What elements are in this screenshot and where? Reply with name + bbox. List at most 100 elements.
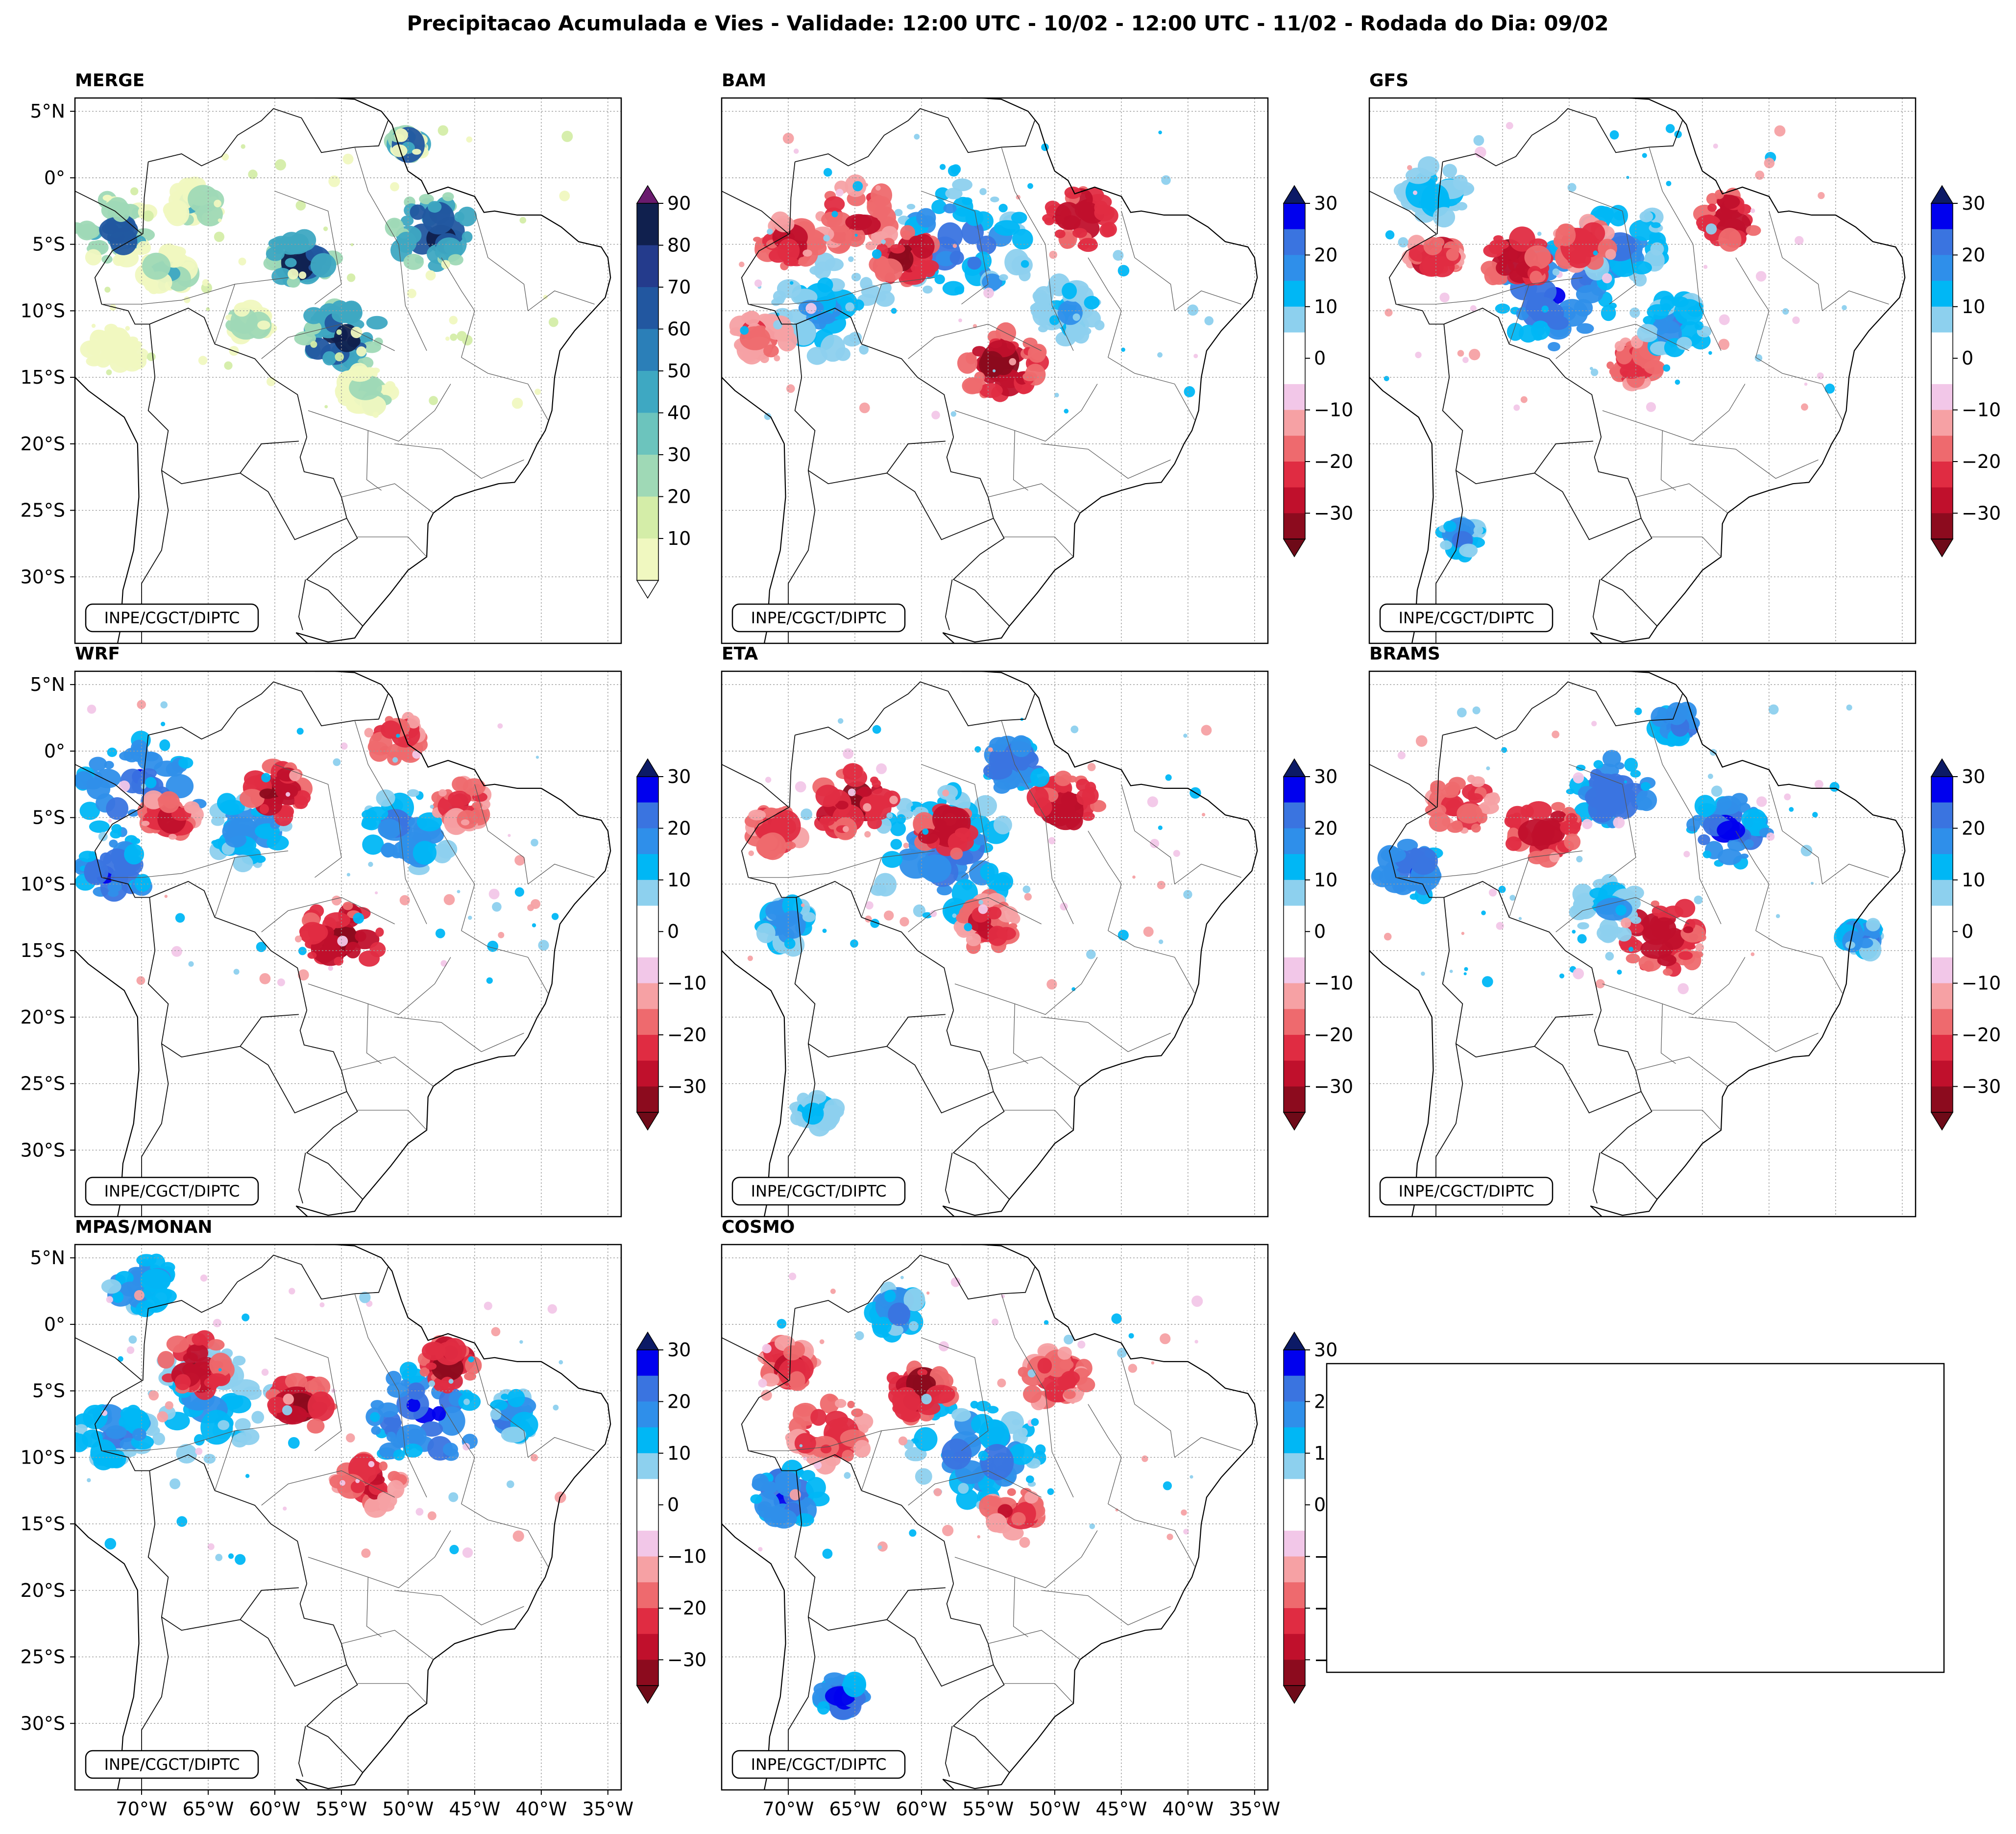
colorbar-segment [637,1427,658,1454]
colorbar-segment [1284,854,1305,880]
colorbar-tick-label: 50 [667,360,691,382]
colorbar-segment [1284,931,1305,958]
map-area [722,1245,1268,1790]
colorbar-extend-high [636,1331,659,1350]
lat-tick-label: 30°S [21,566,65,587]
colorbar-segment [1284,1608,1305,1635]
colorbar-segment [1284,332,1305,359]
colorbar-tick-label: 20 [667,817,691,839]
colorbar-segment [1284,828,1305,855]
state-borders [1396,720,1889,1130]
colorbar: 30 20 10 0 −10 −20 −30 [636,758,706,1131]
colorbar-tick-label: −30 [667,1649,706,1670]
colorbar-segment [637,413,658,455]
lat-tick-label: 5°N [30,674,65,695]
credit-text: INPE/CGCT/DIPTC [104,1755,240,1774]
colorbar-extend-high [636,758,659,777]
colorbar-tick-label: 20 [667,486,691,508]
colorbar-extend-low [636,1685,659,1704]
map-background [75,1245,621,1790]
colorbar-tick-label: 0 [1314,1494,1326,1516]
colorbar-segment [1284,1505,1305,1531]
map-frame [721,1244,1269,1791]
colorbar-segment [1931,306,1953,333]
colorbar-tick-label: 20 [1962,817,1985,839]
colorbar: 30 20 10 0 −10 −20 −30 [1930,758,2001,1131]
lat-tick-label: 5°N [30,1247,65,1269]
lat-tick-label: 30°S [21,1139,65,1161]
colorbar-segment [637,1350,658,1376]
colorbar-tick-label: −20 [1314,451,1353,472]
colorbar-tick-label: 30 [1314,766,1337,787]
coastline [75,98,611,643]
colorbar-tick-label: 20 [1962,244,1985,266]
colorbar-segment [1931,513,1953,539]
lon-tick-label: 40°W [515,1798,567,1820]
lon-tick-label: 35°W [1229,1798,1280,1820]
state-borders [1396,147,1889,557]
colorbar-segment [637,1453,658,1480]
country-borders [1369,681,1683,1217]
colorbar-segment [637,1608,658,1635]
colorbar-segment [1284,1582,1305,1609]
colorbar: 30 20 10 0 −10 −20 −30 [636,1331,706,1704]
colorbar-segment [637,1634,658,1660]
credit-box: INPE/CGCT/DIPTC [85,603,259,633]
country-borders [75,681,389,1217]
colorbar-segment [1284,436,1305,462]
credit-text: INPE/CGCT/DIPTC [104,1182,240,1200]
lon-tick-label: 70°W [763,1798,814,1820]
colorbar-segment [637,371,658,414]
panel-gfs: GFS INPE/CGCT/DIPTC 30 20 10 0 −10 −20 −30 [1368,71,2001,644]
colorbar-tick-label: 0 [667,921,679,942]
colorbar-segment [1284,880,1305,906]
map-frame [74,97,622,644]
credit-box: INPE/CGCT/DIPTC [1379,1176,1554,1206]
colorbar-segment [1284,513,1305,539]
colorbar-segment [1931,828,1953,855]
colorbar-segment [637,455,658,497]
country-borders [75,1254,389,1790]
colorbar-segment [1284,1060,1305,1087]
lon-tick-label: 35°W [582,1798,633,1820]
colorbar-tick-label: 0 [1314,921,1326,942]
coastline [722,1245,1258,1790]
lon-tick-label: 60°W [896,1798,947,1820]
colorbar-extend-low [1283,538,1306,558]
map-frame [1368,97,1917,644]
colorbar-segment [1284,905,1305,932]
colorbar-segment [1284,306,1305,333]
colorbar: 30 20 10 0 −10 −20 −30 [1283,185,1353,558]
map-frame [74,1244,622,1791]
colorbar-segment [637,329,658,371]
panel-label: BAM [722,71,766,91]
colorbar-segment [637,931,658,958]
credit-box: INPE/CGCT/DIPTC [731,1750,906,1779]
colorbar-segment [1931,880,1953,906]
colorbar-tick-label: 70 [667,276,691,298]
lon-tick-label: 50°W [1029,1798,1080,1820]
colorbar-extend-low [1283,1685,1306,1704]
lat-tick-label: 10°S [21,300,65,321]
lon-tick-label: 40°W [1162,1798,1214,1820]
state-borders [748,720,1241,1130]
lat-labels: 5°N 0° 5°S 10°S 15°S 20°S 25°S 30°S [21,674,75,1161]
colorbar-segment [637,496,658,539]
colorbar-segment [1931,487,1953,514]
lat-tick-label: 5°N [30,100,65,122]
panel-wrf: WRF INPE/CGCT/DIPTC 5°N 0° 5°S 10°S 15°S 20°S 25… [21,644,706,1218]
colorbar-tick-label: 40 [667,402,691,424]
colorbar-tick-label: 10 [667,869,691,891]
colorbar-segment [1931,332,1953,359]
colorbar-segment [637,983,658,1009]
map-area [722,671,1268,1217]
colorbar-segment [637,1401,658,1428]
colorbar-tick-label: −10 [1314,399,1353,421]
colorbar-segment [1284,1634,1305,1660]
colorbar-segment [1931,1009,1953,1035]
colorbar-segment [1284,1427,1305,1454]
lon-tick-label: 70°W [116,1798,168,1820]
state-borders [748,147,1241,557]
colorbar-segment [637,538,658,581]
